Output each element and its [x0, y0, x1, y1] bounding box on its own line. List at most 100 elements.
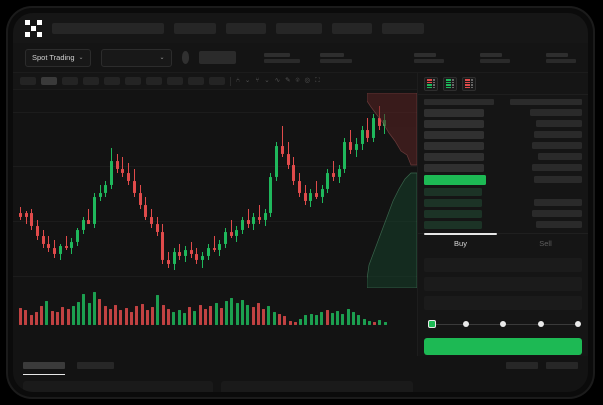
- volume-bar: [29, 315, 33, 325]
- timeframe-button-10[interactable]: [209, 77, 225, 85]
- orderbook-ask-row[interactable]: [418, 118, 588, 129]
- order-field-price[interactable]: [424, 258, 582, 272]
- volume-bar: [161, 305, 165, 325]
- volume-bar: [188, 306, 192, 325]
- candlestick-type-icon[interactable]: ⑃: [236, 76, 240, 84]
- slider-notch-75[interactable]: [537, 321, 544, 327]
- orderbook-mode-bids-icon[interactable]: [443, 76, 457, 91]
- orderbook-ask-row[interactable]: [418, 151, 588, 162]
- orderbook-bid-row[interactable]: [418, 186, 588, 197]
- settings-icon[interactable]: ◎: [304, 76, 311, 84]
- volume-bar: [235, 303, 239, 325]
- fullscreen-icon[interactable]: ⛶: [315, 76, 320, 84]
- volume-bar: [367, 320, 371, 325]
- timeframe-button-4[interactable]: [83, 77, 99, 85]
- orderbook-bid-row[interactable]: [418, 219, 588, 230]
- orderbook-mode-both-icon[interactable]: [424, 76, 438, 91]
- orderbook-ask-row[interactable]: [418, 140, 588, 151]
- tab-sell[interactable]: Sell: [539, 239, 552, 248]
- device-bezel: Spot Trading ⌄ ⌄: [6, 6, 595, 399]
- okx-logo-icon[interactable]: [25, 19, 42, 37]
- bid-amount: [532, 210, 582, 217]
- bottom-action-1[interactable]: [506, 362, 538, 369]
- pencil-icon[interactable]: ✎: [285, 76, 291, 84]
- orderbook-ask-row[interactable]: [418, 129, 588, 140]
- camera-icon[interactable]: ⌾: [295, 76, 300, 84]
- nav-item-3[interactable]: [276, 22, 322, 34]
- volume-bar: [140, 304, 144, 325]
- pair-select-dropdown[interactable]: ⌄: [100, 48, 172, 67]
- bid-price: [424, 198, 482, 207]
- current-price-value: [424, 174, 486, 185]
- volume-bar: [241, 299, 244, 325]
- indicators-icon[interactable]: ⑂: [255, 76, 260, 84]
- timeframe-button-2[interactable]: [41, 77, 57, 85]
- chart-toolbar: ⑃ ⌄ ⑂ ⌄ ∿ ✎ ⌾ ◎ ⛶: [13, 73, 417, 90]
- orderbook-bid-row[interactable]: [418, 208, 588, 219]
- search-input[interactable]: [52, 22, 164, 34]
- ask-amount: [534, 131, 582, 138]
- chevron-down-icon[interactable]: ⌄: [244, 76, 251, 84]
- tab-buy[interactable]: Buy: [418, 233, 503, 252]
- volume-bar: [299, 318, 303, 325]
- volume-bar: [267, 305, 271, 325]
- volume-bar: [156, 294, 160, 325]
- orderbook-ask-row[interactable]: [418, 107, 588, 118]
- timeframe-button-9[interactable]: [188, 77, 204, 85]
- ask-price: [424, 130, 484, 139]
- bottom-section: [13, 356, 588, 392]
- volume-bar: [19, 307, 22, 325]
- volume-bar: [230, 298, 234, 325]
- nav-item-5[interactable]: [382, 22, 424, 34]
- volume-bar: [246, 305, 250, 325]
- volume-bar: [151, 307, 155, 325]
- volume-bar: [272, 311, 276, 325]
- volume-bar: [24, 310, 28, 325]
- top-navigation-bar: [13, 13, 588, 43]
- line-chart-icon[interactable]: ∿: [274, 76, 281, 84]
- timeframe-button-1[interactable]: [20, 77, 36, 85]
- volume-bar: [225, 301, 229, 325]
- nav-item-4[interactable]: [332, 22, 372, 34]
- timeframe-button-5[interactable]: [104, 77, 120, 85]
- nav-item-1[interactable]: [174, 22, 216, 34]
- stat-4: [480, 52, 511, 63]
- bottom-panels: [23, 381, 578, 392]
- slider-notch-50[interactable]: [500, 321, 506, 327]
- bottom-tab-1[interactable]: [23, 362, 65, 375]
- bottom-panel-1[interactable]: [23, 381, 213, 392]
- bottom-tab-2[interactable]: [77, 362, 114, 369]
- bottom-action-2[interactable]: [546, 362, 578, 369]
- volume-bar: [40, 305, 44, 325]
- chart-canvas[interactable]: [13, 90, 417, 356]
- nav-item-2[interactable]: [226, 22, 266, 34]
- volume-bar: [66, 309, 70, 325]
- timeframe-button-8[interactable]: [167, 77, 183, 85]
- slider-notch-100[interactable]: [575, 321, 581, 327]
- bottom-panel-2[interactable]: [221, 381, 413, 392]
- volume-bar: [61, 307, 65, 325]
- submit-buy-button[interactable]: [424, 338, 582, 355]
- orderbook-ask-row[interactable]: [418, 162, 588, 173]
- order-field-total[interactable]: [424, 296, 582, 310]
- order-field-amount[interactable]: [424, 277, 582, 291]
- timeframe-button-3[interactable]: [62, 77, 78, 85]
- timeframe-button-7[interactable]: [146, 77, 162, 85]
- volume-bar: [373, 321, 377, 325]
- timeframe-button-6[interactable]: [125, 77, 141, 85]
- amount-percent-slider[interactable]: [428, 318, 581, 332]
- orderbook-mode-asks-icon[interactable]: [462, 76, 476, 91]
- market-type-dropdown[interactable]: Spot Trading ⌄: [25, 48, 91, 67]
- volume-bar: [204, 308, 207, 325]
- volume-bar: [50, 310, 54, 325]
- ask-amount: [530, 109, 582, 116]
- volume-bar: [256, 303, 260, 325]
- slider-handle[interactable]: [428, 320, 436, 328]
- chevron-down-icon-2[interactable]: ⌄: [264, 76, 270, 84]
- orderbook-bid-row[interactable]: [418, 197, 588, 208]
- volume-bar: [98, 298, 102, 325]
- volume-bar: [357, 315, 361, 325]
- slider-notch-25[interactable]: [462, 321, 469, 327]
- volume-bar: [77, 301, 81, 325]
- bid-price: [424, 209, 482, 218]
